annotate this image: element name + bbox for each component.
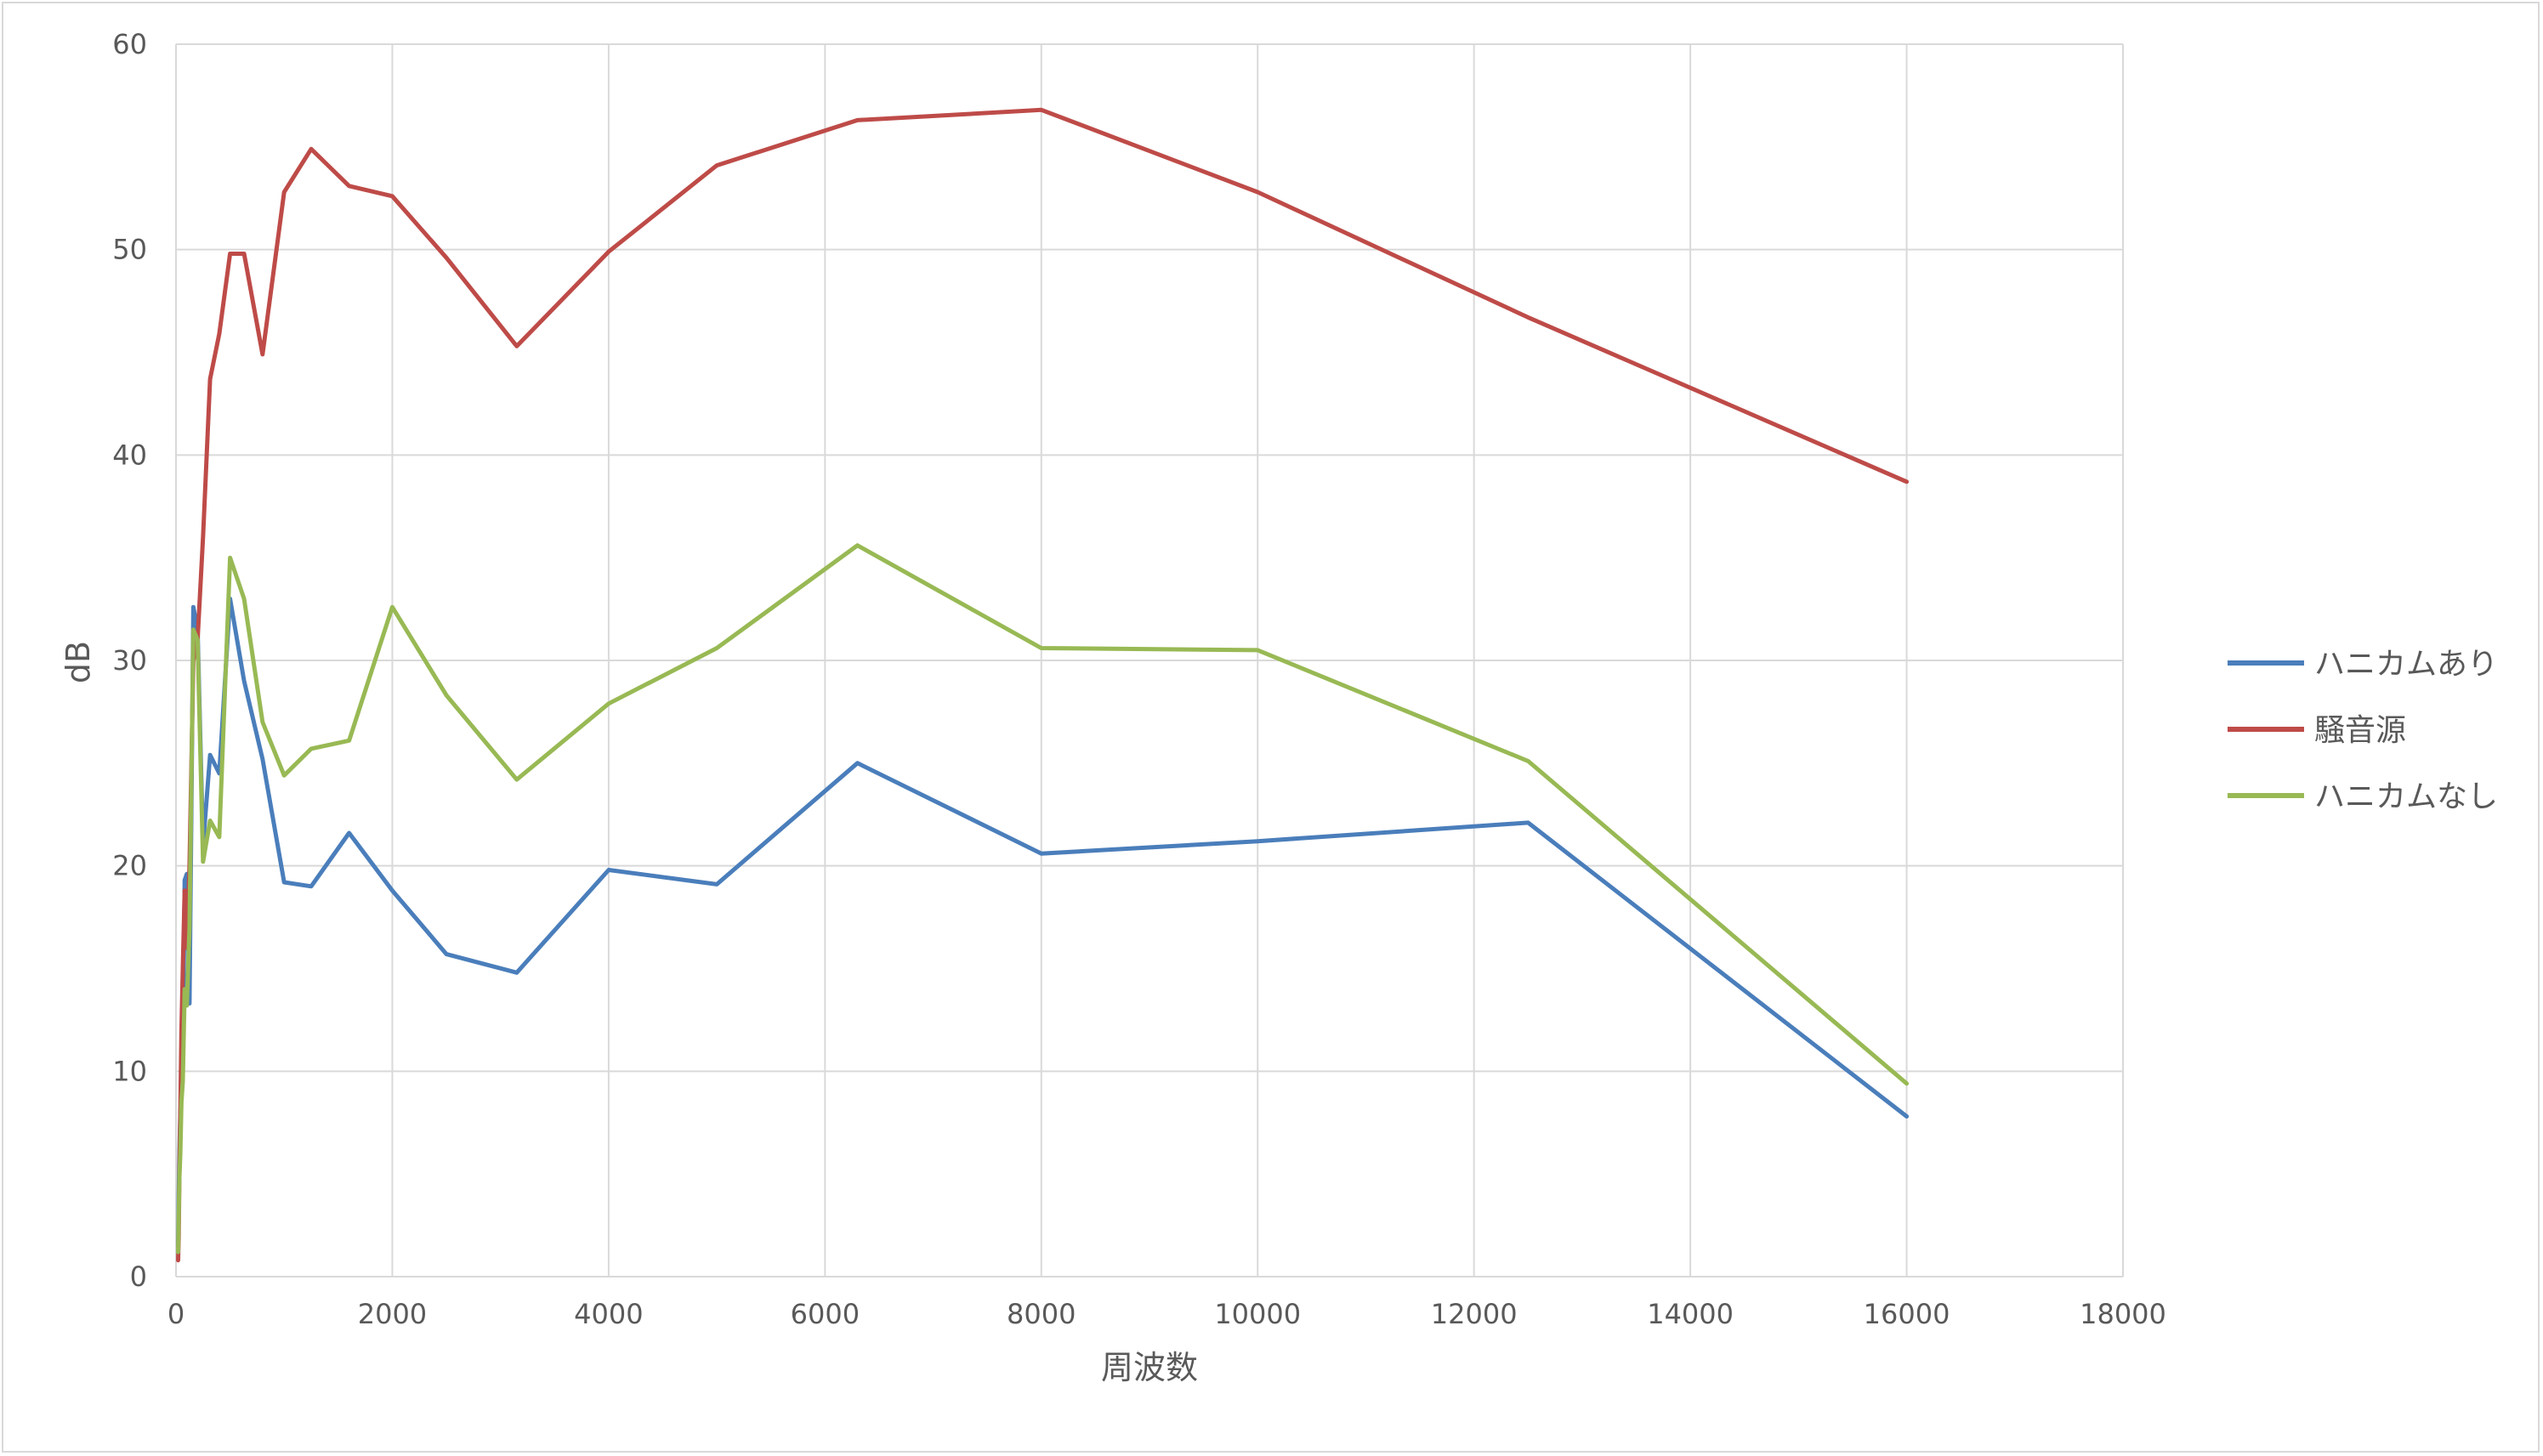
x-tick-labels: 0 2000 4000 6000 8000 10000 12000 14000 16000 180… — [167, 1298, 2166, 1330]
gridlines — [176, 43, 2124, 1277]
axes — [175, 44, 2123, 1278]
y-tick-label: 60 — [112, 28, 147, 60]
x-tick-label: 12000 — [1431, 1298, 1518, 1330]
x-tick-label: 16000 — [1864, 1298, 1950, 1330]
x-tick-label: 6000 — [791, 1298, 860, 1330]
legend-label: ハニカムあり — [2314, 647, 2498, 682]
y-tick-label: 30 — [112, 644, 147, 677]
series-line-2 — [176, 543, 1910, 1255]
series-lines — [176, 107, 1910, 1263]
legend-item: ハニカムなし — [2228, 779, 2498, 814]
series-line-1 — [176, 107, 1910, 1263]
x-tick-label: 18000 — [2080, 1298, 2166, 1330]
y-tick-label: 10 — [112, 1055, 147, 1087]
x-tick-label: 0 — [167, 1298, 184, 1330]
x-tick-label: 10000 — [1214, 1298, 1301, 1330]
y-tick-label: 50 — [112, 234, 147, 266]
x-tick-label: 2000 — [358, 1298, 427, 1330]
legend-label: 騒音源 — [2314, 713, 2406, 748]
x-axis-title: 周波数 — [1101, 1349, 1198, 1386]
y-axis-title: dB — [60, 641, 97, 683]
y-tick-label: 40 — [112, 439, 147, 471]
legend-item: 騒音源 — [2228, 713, 2406, 748]
y-tick-labels: 0 10 20 30 40 50 60 — [112, 28, 147, 1293]
legend-item: ハニカムあり — [2228, 647, 2498, 682]
legend-label: ハニカムなし — [2314, 779, 2498, 814]
series-line-0 — [176, 597, 1910, 1249]
y-tick-label: 0 — [130, 1261, 147, 1293]
y-tick-label: 20 — [112, 850, 147, 882]
x-tick-label: 8000 — [1007, 1298, 1076, 1330]
x-tick-label: 14000 — [1647, 1298, 1734, 1330]
x-tick-label: 4000 — [574, 1298, 643, 1330]
